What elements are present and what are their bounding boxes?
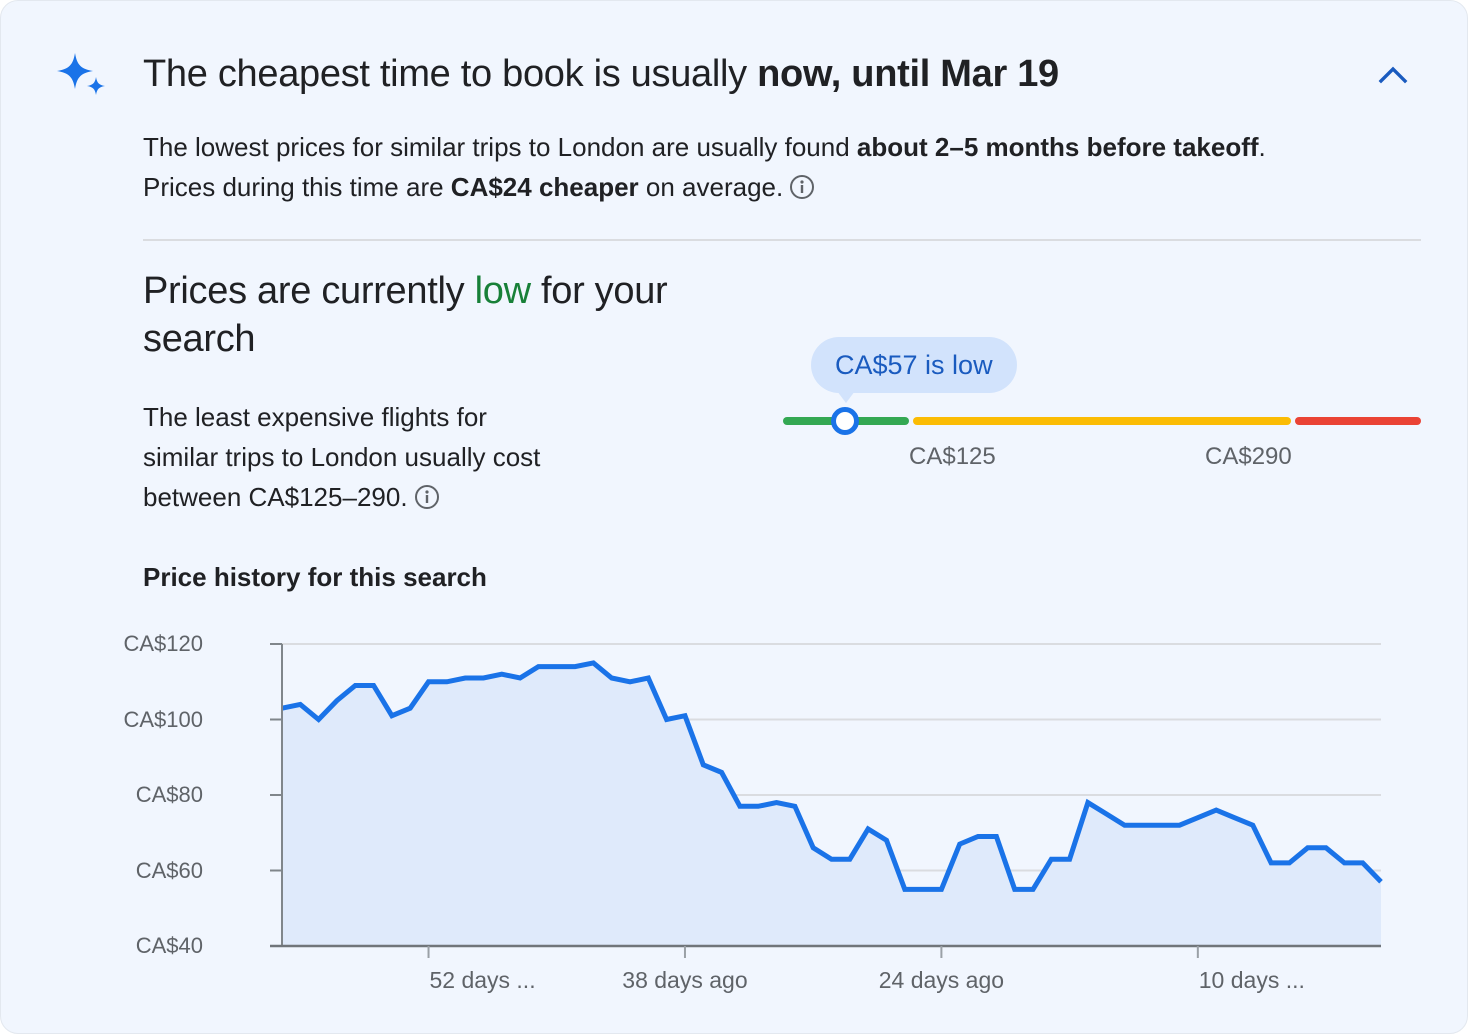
range-description-text: The least expensive flights for similar … xyxy=(143,402,541,512)
section-divider xyxy=(143,239,1421,241)
summary-bold-savings: CA$24 cheaper xyxy=(450,172,639,202)
booking-summary: The lowest prices for similar trips to L… xyxy=(143,127,1323,207)
x-axis-label: 10 days ... xyxy=(1198,967,1305,993)
y-axis-label: CA$100 xyxy=(123,706,203,732)
gauge-high-segment xyxy=(1295,417,1421,425)
y-axis-label: CA$40 xyxy=(135,933,203,958)
price-level-gauge: CA$57 is low CA$125 CA$290 xyxy=(781,331,1431,481)
summary-bold-window: about 2–5 months before takeoff xyxy=(856,132,1259,162)
y-axis-label: CA$120 xyxy=(123,631,203,656)
chevron-up-icon xyxy=(1378,66,1408,84)
status-title-text: for your search xyxy=(143,270,668,360)
current-price-bubble: CA$57 is low xyxy=(811,337,1017,393)
price-history-title: Price history for this search xyxy=(143,562,487,592)
gauge-typical-segment xyxy=(913,417,1291,425)
headline-text: The cheapest time to book is usually xyxy=(143,53,758,95)
chart-plot-area xyxy=(270,643,1383,958)
high-threshold-label: CA$290 xyxy=(1205,443,1292,470)
price-history-chart[interactable]: CA$120 CA$100 CA$80 CA$60 CA$40 52 days ... 38… xyxy=(123,621,1411,1011)
y-axis-label: CA$80 xyxy=(135,782,203,807)
x-axis-label: 38 days ago xyxy=(622,967,748,993)
summary-text: The lowest prices for similar trips to L… xyxy=(143,132,857,162)
x-axis-label: 52 days ... xyxy=(429,967,536,993)
summary-text: on average. xyxy=(638,172,784,202)
collapse-button[interactable] xyxy=(1371,57,1415,93)
current-price-marker xyxy=(831,407,859,435)
headline-bold-text: now, until Mar 19 xyxy=(757,53,1059,95)
price-status-title: Prices are currently low for your search xyxy=(143,267,703,363)
low-threshold-label: CA$125 xyxy=(909,443,996,470)
y-axis-label: CA$60 xyxy=(135,857,203,883)
price-level-label: low xyxy=(474,270,531,312)
sparkle-icon xyxy=(57,53,105,95)
status-title-text: Prices are currently xyxy=(143,270,475,312)
price-line xyxy=(281,660,1383,892)
x-axis-label: 24 days ago xyxy=(878,967,1005,993)
info-icon[interactable] xyxy=(789,174,815,200)
price-range-description: The least expensive flights for similar … xyxy=(143,397,563,517)
summary-text: . Prices during this time are xyxy=(143,132,1266,202)
price-area-fill xyxy=(282,662,1381,946)
bubble-pointer xyxy=(837,391,855,403)
info-icon[interactable] xyxy=(414,484,440,510)
booking-time-headline: The cheapest time to book is usually now… xyxy=(143,51,1059,97)
